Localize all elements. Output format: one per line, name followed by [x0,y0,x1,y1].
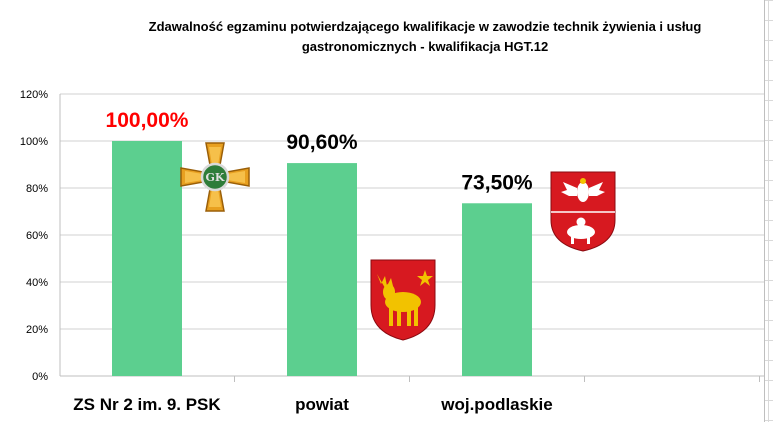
category-label: woj.podlaskie [440,395,552,414]
bar[interactable] [287,163,357,376]
order-cross-emblem: GK [180,142,250,212]
y-tick-label: 40% [26,277,48,289]
data-label: 73,50% [461,171,533,194]
y-tick-label: 80% [26,183,48,195]
y-tick-label: 120% [20,89,48,101]
chart-title-line-2: gastronomicznych - kwalifikacja HGT.12 [302,39,548,54]
svg-text:GK: GK [206,171,225,184]
podlaskie-coat-of-arms [550,171,616,252]
y-tick-label: 60% [26,230,48,242]
bar[interactable] [112,141,182,376]
bar[interactable] [462,203,532,376]
chart-title-line-1: Zdawalność egzaminu potwierdzającego kwa… [149,19,702,34]
category-label: powiat [295,395,349,414]
elk-coat-of-arms [370,259,436,341]
data-label: 100,00% [106,109,189,132]
y-tick-label: 20% [26,324,48,336]
y-tick-label: 0% [32,371,48,383]
category-label: ZS Nr 2 im. 9. PSK [73,395,221,414]
y-tick-label: 100% [20,136,48,148]
data-label: 90,60% [286,131,358,154]
